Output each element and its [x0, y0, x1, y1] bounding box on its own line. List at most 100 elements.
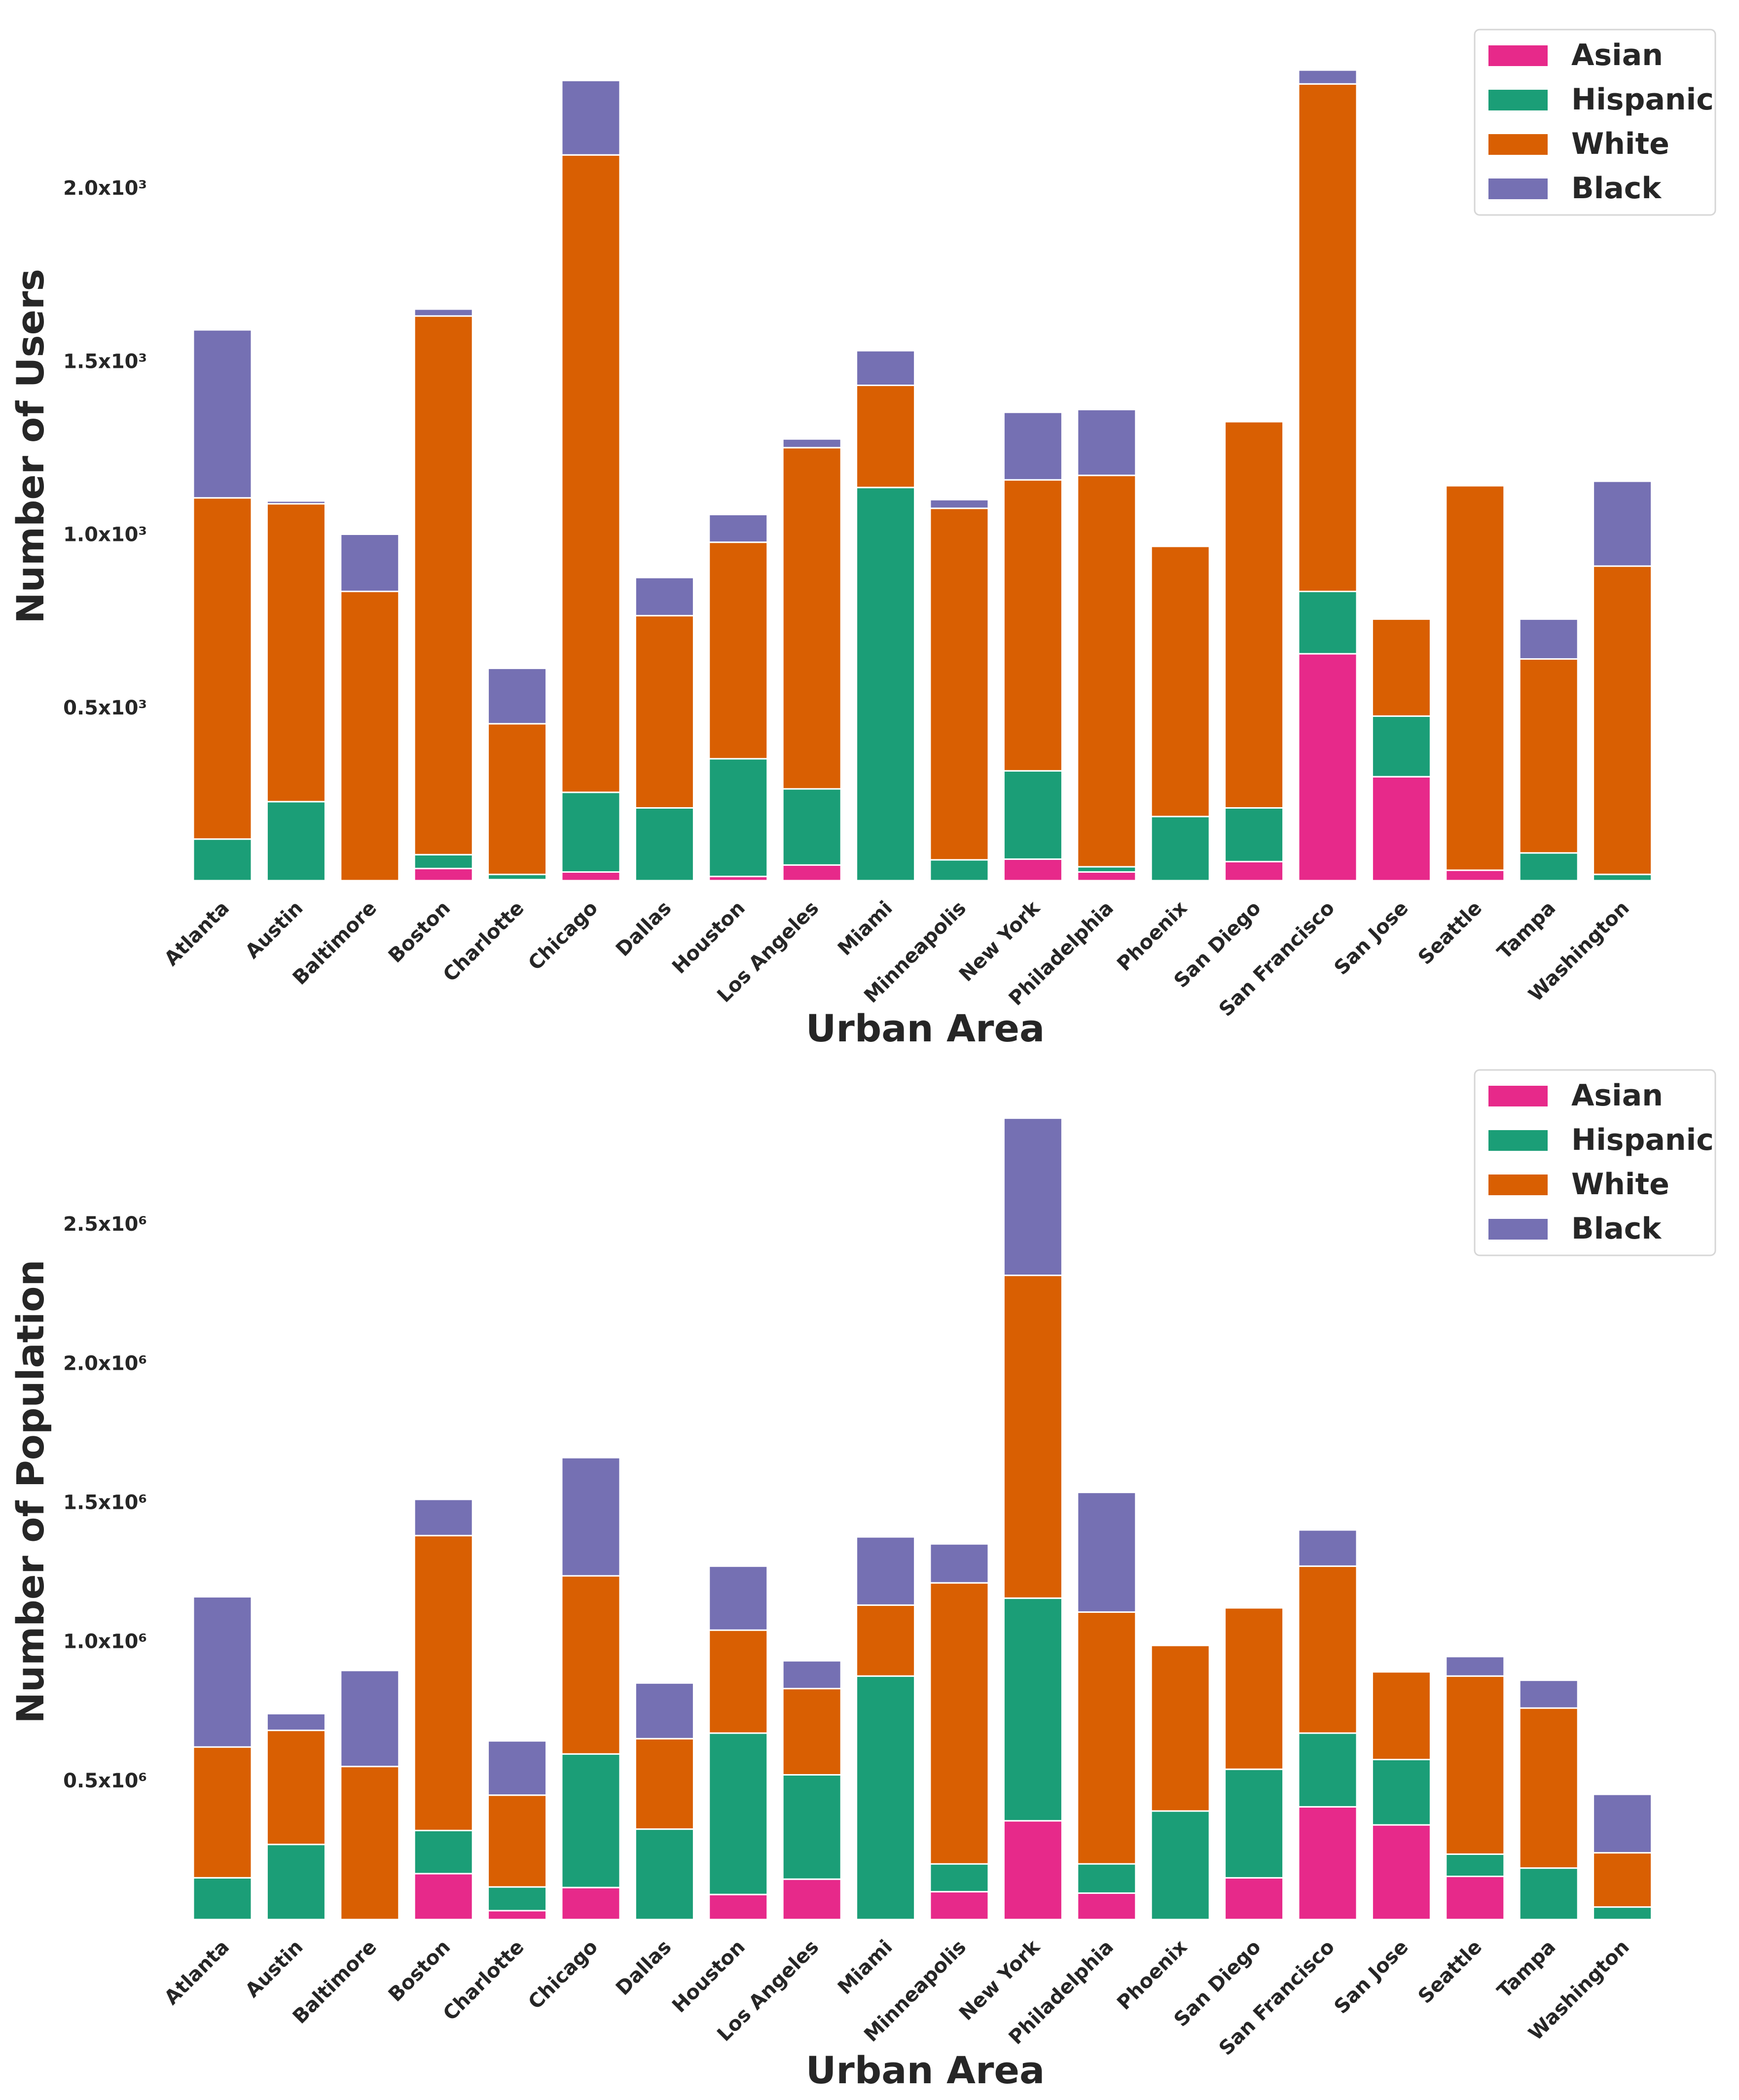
legend-label-white: White: [1571, 1167, 1669, 1202]
x-tick-label: San Jose: [1330, 1936, 1413, 2019]
bar-asian-seattle: [1445, 869, 1505, 882]
bar-hispanic-san-francisco: [1298, 1732, 1358, 1808]
bar-asian-new-york: [1003, 1820, 1063, 1921]
y-tick-label: 2.0x10³: [63, 177, 147, 200]
bar-white-san-francisco: [1298, 1565, 1358, 1734]
bar-asian-new-york: [1003, 858, 1063, 882]
bar-hispanic-houston: [708, 1732, 768, 1895]
bar-asian-san-francisco: [1298, 1806, 1358, 1921]
bar-hispanic-dallas: [634, 1828, 694, 1921]
legend-swatch-black: [1488, 1219, 1548, 1240]
bar-black-tampa: [1519, 618, 1579, 660]
x-tick-label: Phoenix: [1113, 1935, 1192, 2014]
x-tick-label: Seattle: [1414, 1936, 1486, 2008]
bar-hispanic-san-diego: [1224, 807, 1284, 862]
bar-black-austin: [266, 1712, 326, 1731]
bar-hispanic-houston: [708, 758, 768, 877]
bar-hispanic-tampa: [1519, 1867, 1579, 1921]
x-tick-label: Miami: [833, 897, 897, 961]
population-legend: Asian Hispanic White Black: [1474, 1069, 1716, 1256]
population-chart: 0.5x10⁶ 1.0x10⁶ 1.5x10⁶ 2.0x10⁶ 2.5x10⁶ Atla…: [8, 1069, 1716, 2092]
legend-label-black: Black: [1571, 1211, 1662, 1246]
bar-hispanic-austin: [266, 1844, 326, 1921]
bar-asian-houston: [708, 1893, 768, 1921]
legend-swatch-white: [1488, 134, 1548, 155]
bar-black-dallas: [634, 576, 694, 617]
bar-asian-san-diego: [1224, 860, 1284, 882]
bar-white-washington: [1593, 1852, 1653, 1908]
bar-hispanic-chicago: [561, 1753, 621, 1888]
bar-hispanic-tampa: [1519, 852, 1579, 882]
bar-black-baltimore: [340, 534, 400, 592]
bar-black-dallas: [634, 1682, 694, 1740]
x-tick-label: Atlanta: [160, 1936, 234, 2009]
bar-hispanic-san-francisco: [1298, 590, 1358, 655]
bar-hispanic-san-jose: [1371, 1759, 1431, 1826]
bar-white-austin: [266, 503, 326, 803]
y-tick-label: 0.5x10³: [63, 697, 147, 719]
legend-swatch-black: [1488, 178, 1548, 199]
bar-white-austin: [266, 1729, 326, 1846]
bar-black-charlotte: [487, 1740, 547, 1796]
bar-asian-los-angeles: [782, 864, 842, 882]
bar-hispanic-los-angeles: [782, 1774, 842, 1880]
bar-black-seattle: [1445, 1656, 1505, 1677]
bar-hispanic-chicago: [561, 791, 621, 873]
bar-asian-minneapolis: [929, 1891, 989, 1921]
bar-hispanic-atlanta: [192, 838, 253, 882]
x-tick-label: Seattle: [1414, 897, 1486, 969]
x-tick-label: Dallas: [612, 897, 676, 961]
bar-white-miami: [856, 1604, 916, 1677]
users-y-axis-label: Number of Users: [8, 269, 52, 624]
bar-black-new-york: [1003, 411, 1063, 481]
bar-white-san-francisco: [1298, 83, 1358, 592]
bar-black-atlanta: [192, 329, 253, 499]
x-tick-label: Austin: [241, 897, 308, 963]
legend-label-hispanic: Hispanic: [1571, 1123, 1714, 1157]
bar-black-chicago: [561, 79, 621, 156]
bar-white-atlanta: [192, 497, 253, 840]
bar-black-houston: [708, 1565, 768, 1631]
x-tick-label: Tampa: [1493, 897, 1560, 964]
bar-hispanic-minneapolis: [929, 1863, 989, 1893]
bar-hispanic-minneapolis: [929, 859, 989, 882]
legend-frame: [1474, 29, 1716, 216]
bar-asian-chicago: [561, 871, 621, 882]
bar-asian-boston: [413, 867, 473, 882]
bar-white-new-york: [1003, 1275, 1063, 1599]
bar-white-tampa: [1519, 658, 1579, 854]
bar-hispanic-philadelphia: [1077, 1863, 1137, 1894]
x-tick-label: Chicago: [524, 1936, 602, 2014]
population-y-axis-label: Number of Population: [8, 1260, 52, 1724]
bar-black-tampa: [1519, 1679, 1579, 1709]
population-y-ticks: 0.5x10⁶ 1.0x10⁶ 1.5x10⁶ 2.0x10⁶ 2.5x10⁶: [63, 1213, 147, 1792]
bar-white-minneapolis: [929, 1582, 989, 1865]
bar-black-los-angeles: [782, 438, 842, 449]
bar-hispanic-seattle: [1445, 1853, 1505, 1877]
legend-swatch-hispanic: [1488, 1130, 1548, 1151]
y-tick-label: 1.0x10³: [63, 524, 147, 546]
bar-asian-seattle: [1445, 1876, 1505, 1921]
x-tick-label: Dallas: [612, 1936, 676, 2000]
bar-white-baltimore: [340, 590, 400, 882]
bar-black-austin: [266, 500, 326, 505]
bar-hispanic-washington: [1593, 873, 1653, 882]
bar-black-miami: [856, 350, 916, 387]
bar-white-san-jose: [1371, 1671, 1431, 1760]
bar-white-charlotte: [487, 1794, 547, 1888]
legend-swatch-asian: [1488, 45, 1548, 66]
legend-frame: [1474, 1069, 1716, 1256]
users-x-axis-label: Urban Area: [806, 1006, 1045, 1050]
legend-swatch-asian: [1488, 1086, 1548, 1106]
bar-black-washington: [1593, 480, 1653, 567]
bar-hispanic-san-diego: [1224, 1768, 1284, 1879]
bar-hispanic-washington: [1593, 1906, 1653, 1921]
x-tick-label: Atlanta: [160, 897, 234, 970]
bar-asian-charlotte: [487, 1910, 547, 1921]
bar-black-philadelphia: [1077, 1492, 1137, 1613]
users-y-ticks: 0.5x10³ 1.0x10³ 1.5x10³ 2.0x10³: [63, 177, 147, 719]
users-chart: 0.5x10³ 1.0x10³ 1.5x10³ 2.0x10³ Atlanta Aust…: [8, 29, 1716, 1050]
y-tick-label: 1.5x10⁶: [63, 1492, 147, 1514]
